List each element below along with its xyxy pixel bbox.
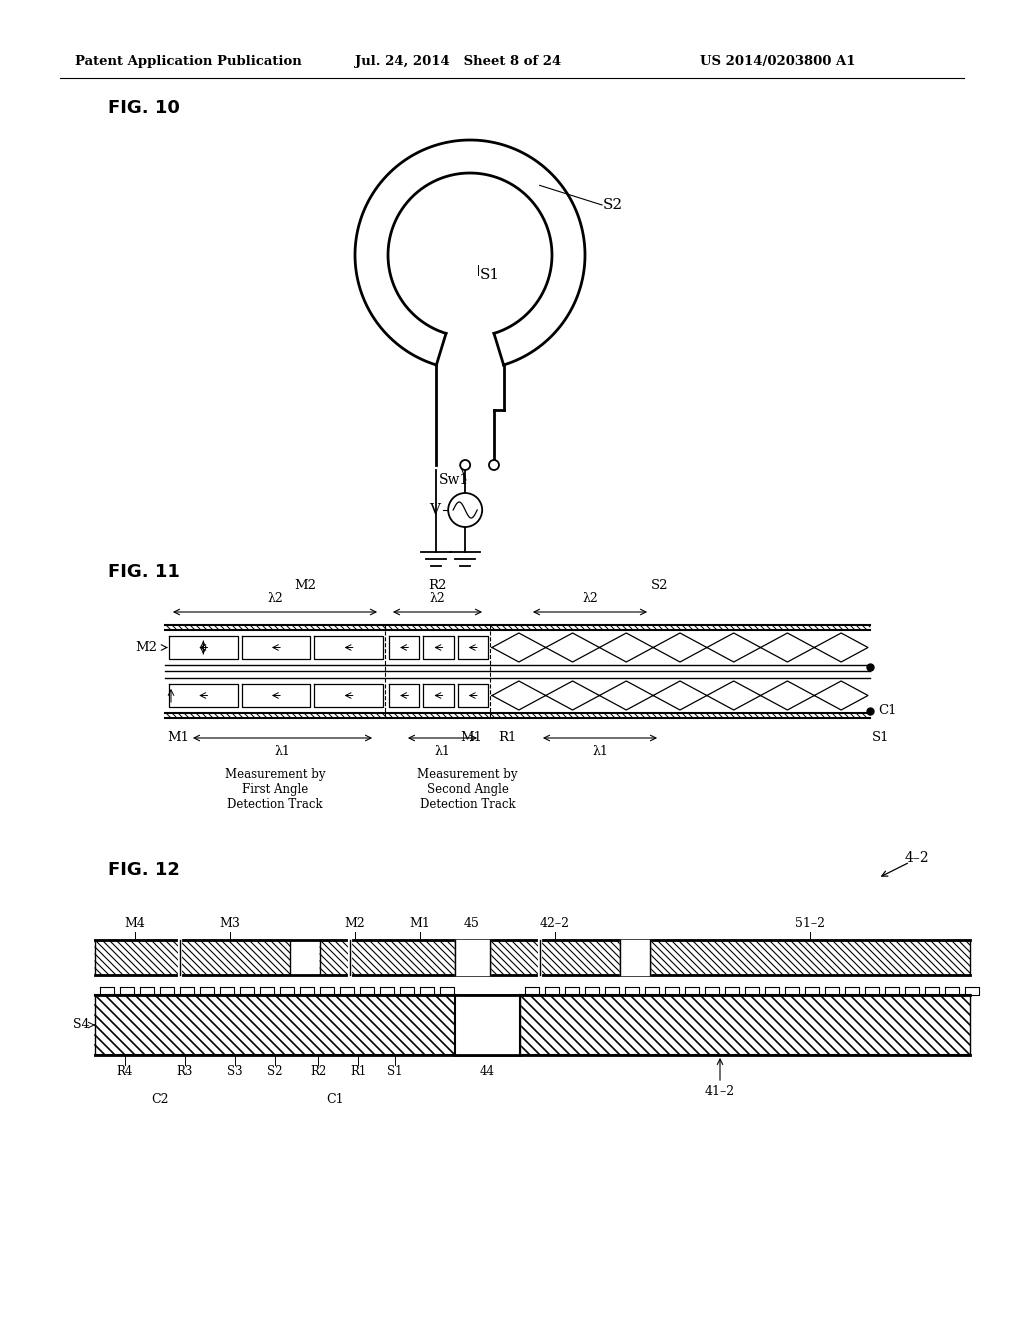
Text: M1: M1 bbox=[410, 917, 430, 931]
Text: M1: M1 bbox=[460, 731, 482, 744]
Text: S1: S1 bbox=[480, 268, 500, 282]
Text: Measurement by: Measurement by bbox=[224, 768, 326, 781]
Text: Sw1: Sw1 bbox=[439, 473, 469, 487]
Text: M1: M1 bbox=[167, 731, 189, 744]
Text: Detection Track: Detection Track bbox=[227, 799, 323, 810]
Text: V: V bbox=[429, 503, 440, 517]
Text: Detection Track: Detection Track bbox=[420, 799, 515, 810]
Circle shape bbox=[460, 459, 470, 470]
Text: S3: S3 bbox=[227, 1065, 243, 1078]
Text: Second Angle: Second Angle bbox=[427, 783, 509, 796]
Text: R1: R1 bbox=[498, 731, 516, 744]
Text: R1: R1 bbox=[350, 1065, 367, 1078]
Bar bbox=[620, 940, 650, 975]
Text: 41–2: 41–2 bbox=[705, 1085, 735, 1098]
Text: λ2: λ2 bbox=[430, 591, 445, 605]
Text: R2: R2 bbox=[310, 1065, 326, 1078]
Text: FIG. 10: FIG. 10 bbox=[108, 99, 180, 117]
Text: R3: R3 bbox=[177, 1065, 194, 1078]
Text: FIG. 11: FIG. 11 bbox=[108, 564, 180, 581]
Text: M2: M2 bbox=[294, 579, 316, 591]
Text: US 2014/0203800 A1: US 2014/0203800 A1 bbox=[700, 55, 855, 69]
Text: M2: M2 bbox=[345, 917, 366, 931]
Text: First Angle: First Angle bbox=[242, 783, 308, 796]
Text: S2: S2 bbox=[603, 198, 624, 213]
Text: Patent Application Publication: Patent Application Publication bbox=[75, 55, 302, 69]
Circle shape bbox=[489, 459, 499, 470]
Text: λ1: λ1 bbox=[434, 744, 451, 758]
Text: 4–2: 4–2 bbox=[905, 851, 930, 865]
Text: M3: M3 bbox=[219, 917, 241, 931]
Text: 51–2: 51–2 bbox=[795, 917, 825, 931]
Text: 45: 45 bbox=[464, 917, 480, 931]
Text: λ2: λ2 bbox=[267, 591, 283, 605]
Text: M4: M4 bbox=[125, 917, 145, 931]
Text: Jul. 24, 2014   Sheet 8 of 24: Jul. 24, 2014 Sheet 8 of 24 bbox=[355, 55, 561, 69]
Text: 42–2: 42–2 bbox=[540, 917, 570, 931]
Bar bbox=[455, 995, 520, 1055]
Text: λ2: λ2 bbox=[582, 591, 598, 605]
Text: λ1: λ1 bbox=[274, 744, 291, 758]
Text: M2: M2 bbox=[135, 642, 157, 653]
Text: S1: S1 bbox=[387, 1065, 402, 1078]
Circle shape bbox=[449, 492, 482, 527]
Text: Measurement by: Measurement by bbox=[417, 768, 518, 781]
Text: R4: R4 bbox=[117, 1065, 133, 1078]
Text: C1: C1 bbox=[327, 1093, 344, 1106]
Text: FIG. 12: FIG. 12 bbox=[108, 861, 180, 879]
Text: C1: C1 bbox=[878, 705, 896, 718]
Text: S2: S2 bbox=[651, 579, 669, 591]
Text: S2: S2 bbox=[267, 1065, 283, 1078]
Bar bbox=[455, 940, 490, 975]
Text: 44: 44 bbox=[479, 1065, 495, 1078]
Text: R2: R2 bbox=[428, 579, 446, 591]
Text: S4: S4 bbox=[74, 1019, 90, 1031]
Text: S1: S1 bbox=[872, 731, 890, 744]
Text: λ1: λ1 bbox=[592, 744, 608, 758]
Text: C2: C2 bbox=[152, 1093, 169, 1106]
